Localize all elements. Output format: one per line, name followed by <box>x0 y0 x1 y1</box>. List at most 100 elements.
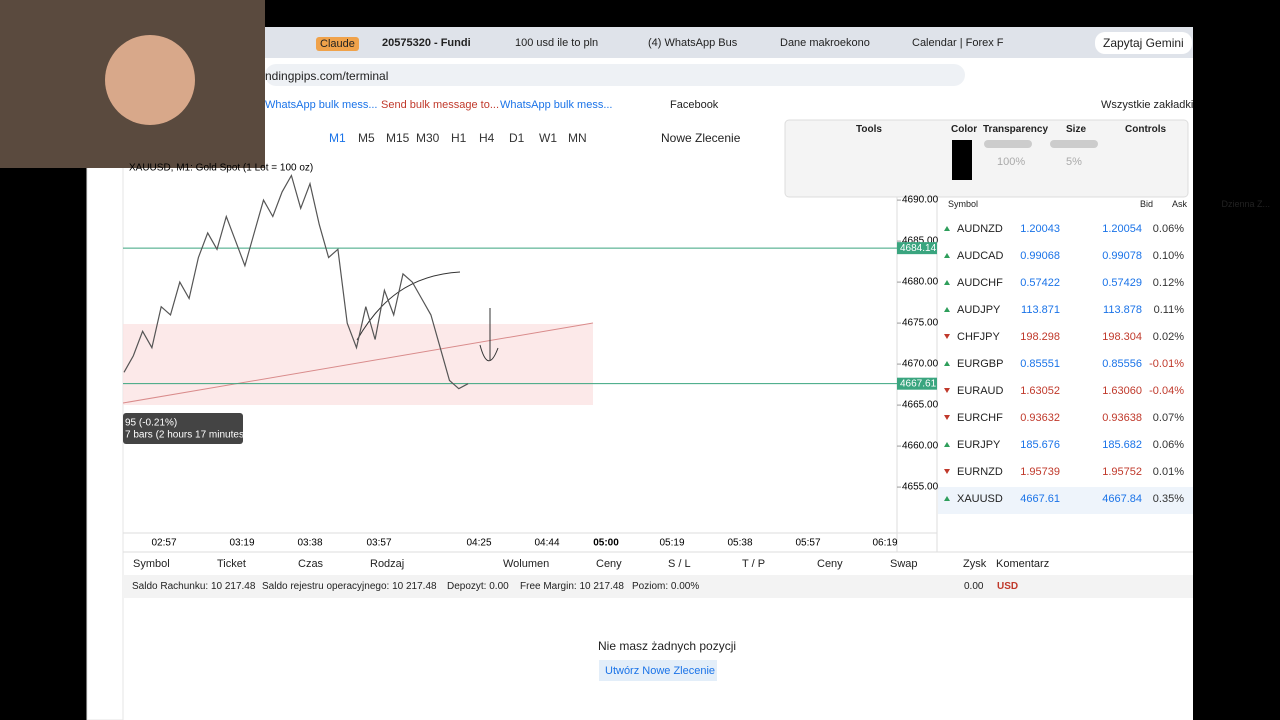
y-tick-label: 4685.00 <box>902 236 939 247</box>
measure-text: 7 bars (2 hours 17 minutes) <box>125 430 247 441</box>
change: 0.06% <box>1152 439 1184 451</box>
level-tag <box>897 242 937 255</box>
timeframe[interactable]: H1 <box>451 131 467 145</box>
ask: 0.93638 <box>1102 412 1142 424</box>
bookmark[interactable]: Facebook <box>670 99 719 111</box>
gemini-button[interactable]: Zapytaj Gemini <box>1095 32 1192 54</box>
bid: 113.871 <box>1021 304 1060 316</box>
timeframe[interactable]: M1 <box>329 131 346 145</box>
summary: Poziom: 0.00% <box>632 581 700 592</box>
ask: 198.304 <box>1102 331 1142 343</box>
change: 0.07% <box>1152 412 1184 424</box>
tab[interactable]: 20575320 - Fundi <box>382 37 471 49</box>
x-tick-label: 05:38 <box>727 538 752 549</box>
change: -0.04% <box>1149 385 1184 397</box>
x-tick-label: 03:38 <box>297 538 322 549</box>
symbol[interactable]: EURCHF <box>957 412 1003 424</box>
symbol[interactable]: AUDNZD <box>957 223 1003 235</box>
timeframe[interactable]: W1 <box>539 131 557 145</box>
bookmark[interactable]: Send bulk message to... <box>381 99 500 111</box>
table-header: Czas <box>298 558 324 570</box>
trend-arrow <box>944 307 950 312</box>
url-field <box>265 64 965 86</box>
trend-arrow <box>944 469 950 474</box>
change: -0.01% <box>1149 358 1184 370</box>
trend-arrow <box>944 361 950 366</box>
x-tick-label: 04:25 <box>466 538 491 549</box>
x-tick-label: 02:57 <box>151 538 176 549</box>
empty-state: Nie masz żadnych pozycji <box>598 639 737 653</box>
zone <box>123 324 593 405</box>
bid: 0.93632 <box>1020 412 1060 424</box>
trend-line <box>122 322 594 404</box>
tab[interactable]: 100 usd ile to pln <box>515 37 599 49</box>
symbol[interactable]: EURJPY <box>957 439 1001 451</box>
ask: 0.85556 <box>1102 358 1142 370</box>
app <box>87 118 1193 720</box>
tab-strip <box>265 27 1193 58</box>
table-header: Zysk <box>963 558 987 570</box>
bookmark[interactable]: WhatsApp bulk mess... <box>500 99 613 111</box>
change: 0.02% <box>1152 331 1184 343</box>
tab[interactable]: Calendar | Forex F <box>912 37 1004 49</box>
bid: 185.676 <box>1020 439 1060 451</box>
timeframe[interactable]: MN <box>568 131 587 145</box>
symbol[interactable]: AUDCHF <box>957 277 1003 289</box>
bookmark[interactable]: WhatsApp bulk mess... <box>265 99 378 111</box>
bid: 198.298 <box>1020 331 1060 343</box>
y-tick-label: 4680.00 <box>902 277 939 288</box>
x-tick-label: 05:00 <box>593 538 619 549</box>
bid: 0.99068 <box>1020 250 1060 262</box>
profit: 0.00 <box>964 581 984 592</box>
bid: 1.95739 <box>1020 466 1060 478</box>
symbol[interactable]: EURAUD <box>957 385 1004 397</box>
table-header: Wolumen <box>503 558 550 570</box>
currency: USD <box>997 581 1019 592</box>
tab[interactable]: Dane makroekono <box>780 37 870 49</box>
symbol[interactable]: EURNZD <box>957 466 1003 478</box>
level-label: 4667.61 <box>900 378 937 389</box>
timeframe[interactable]: M15 <box>386 131 410 145</box>
bid: 1.20043 <box>1020 223 1060 235</box>
watch-header: Dzienna Z... <box>1221 199 1270 209</box>
trend-arrow <box>944 388 950 393</box>
ask: 0.99078 <box>1102 250 1142 262</box>
summary: Free Margin: 10 217.48 <box>520 581 624 592</box>
x-tick-label: 06:19 <box>872 538 897 549</box>
webcam-face <box>105 35 195 125</box>
tab[interactable]: Claude <box>316 37 359 51</box>
change: 0.35% <box>1152 493 1184 505</box>
bid: 0.57422 <box>1020 277 1060 289</box>
drawing <box>479 308 499 362</box>
symbol[interactable]: AUDJPY <box>957 304 1001 316</box>
tab[interactable]: (4) WhatsApp Bus <box>648 37 738 49</box>
symbol[interactable]: XAUUSD <box>957 493 1003 505</box>
bid: 0.85551 <box>1020 358 1060 370</box>
timeframe[interactable]: D1 <box>509 131 525 145</box>
new-order[interactable]: Nowe Zlecenie <box>661 131 741 145</box>
create-button[interactable]: Utwórz Nowe Zlecenie <box>605 665 716 677</box>
ask: 1.63060 <box>1102 385 1142 397</box>
panel-label: Transparency <box>983 124 1049 135</box>
table-header: Ticket <box>217 558 246 570</box>
symbol[interactable]: CHFJPY <box>957 331 1000 343</box>
table-header: Swap <box>890 558 918 570</box>
y-tick-label: 4690.00 <box>902 195 939 206</box>
bookmark[interactable]: Wszystkie zakładki <box>1101 99 1194 111</box>
timeframe[interactable]: M30 <box>416 131 440 145</box>
trend-arrow <box>944 280 950 285</box>
symbol[interactable]: AUDCAD <box>957 250 1004 262</box>
change: 0.11% <box>1153 304 1184 316</box>
timeframe[interactable]: M5 <box>358 131 375 145</box>
row-highlight <box>938 487 1193 514</box>
table-header: Komentarz <box>996 558 1050 570</box>
chart-title: XAUUSD, M1: Gold Spot (1 Lot = 100 oz) <box>129 163 313 174</box>
trend-arrow <box>944 496 950 501</box>
ask: 1.20054 <box>1102 223 1142 235</box>
symbol[interactable]: EURGBP <box>957 358 1004 370</box>
url[interactable]: ndingpips.com/terminal <box>265 69 389 83</box>
timeframe[interactable]: H4 <box>479 131 495 145</box>
watch-header: Bid <box>1139 199 1153 209</box>
trend-arrow <box>944 226 950 231</box>
table-header: S / L <box>668 558 691 570</box>
